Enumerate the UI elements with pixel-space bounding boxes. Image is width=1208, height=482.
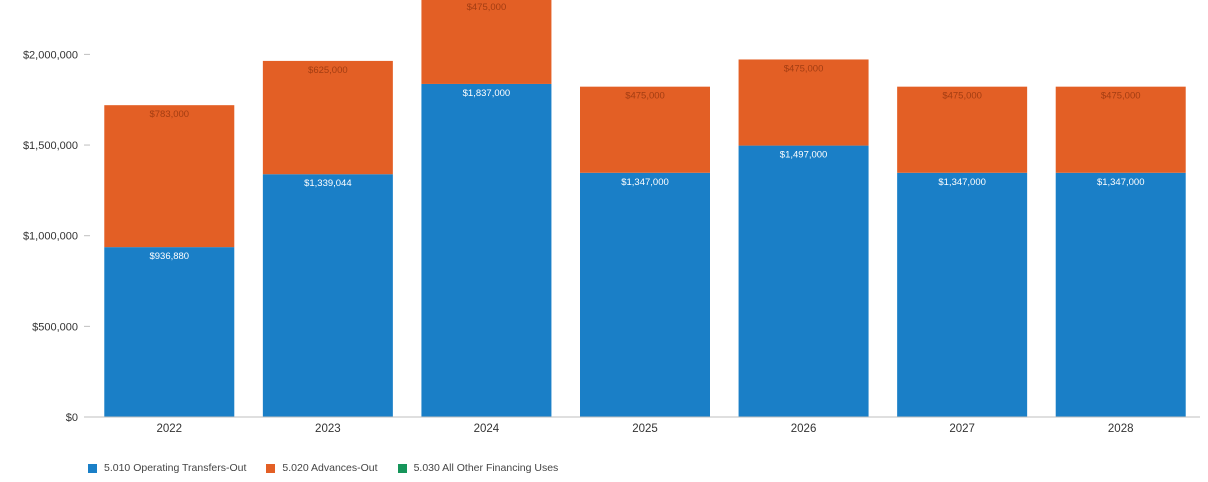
- x-tick-label: 2022: [156, 423, 182, 435]
- x-tick-label: 2028: [1108, 423, 1134, 435]
- bar-data-label: $1,339,044: [304, 178, 352, 189]
- x-tick-label: 2025: [632, 423, 658, 435]
- bar-segment: [262, 60, 393, 175]
- x-tick-label: 2027: [949, 423, 975, 435]
- y-tick-label: $2,000,000: [23, 49, 78, 61]
- y-tick-label: $0: [66, 412, 78, 424]
- bar-data-label: $475,000: [784, 63, 824, 74]
- legend-item[interactable]: 5.020 Advances-Out: [266, 462, 378, 474]
- bar-segment: [421, 0, 552, 84]
- x-axis: 2022 2023 2024 2025 2026 2027 2028: [90, 416, 1200, 435]
- legend-label: 5.010 Operating Transfers-Out: [104, 462, 247, 474]
- bar-segment: [104, 105, 235, 248]
- bar-data-label: $475,000: [942, 91, 982, 102]
- x-tick-label: 2024: [474, 423, 500, 435]
- y-tick-label: $500,000: [32, 321, 78, 333]
- legend-item[interactable]: 5.030 All Other Financing Uses: [397, 462, 559, 474]
- bar-data-label: $475,000: [467, 2, 507, 13]
- bar-segment: [738, 59, 869, 146]
- chart-legend: 5.010 Operating Transfers-Out 5.020 Advan…: [88, 462, 558, 474]
- bar-segment: [897, 86, 1028, 173]
- legend-label: 5.020 Advances-Out: [282, 462, 378, 474]
- bar-segment: [1055, 172, 1186, 417]
- bar-series: $936,880 $783,000 $1,339,044 $625,000 $1,837…: [104, 0, 1186, 418]
- bar-data-label: $783,000: [149, 109, 189, 120]
- stacked-bar-chart: $0 $500,000 $1,000,000 $1,500,000 $2,000,000…: [23, 0, 1200, 435]
- bar-segment: [1055, 86, 1186, 173]
- bar-segment: [897, 172, 1028, 417]
- bar-data-label: $475,000: [625, 91, 665, 102]
- bar-segment: [738, 145, 869, 417]
- legend-label: 5.030 All Other Financing Uses: [413, 462, 559, 474]
- bar-data-label: $1,347,000: [1097, 177, 1145, 188]
- bar-segment: [104, 247, 235, 417]
- x-tick-label: 2026: [791, 423, 817, 435]
- bar-data-label: $936,880: [149, 251, 189, 262]
- bar-segment: [421, 83, 552, 418]
- legend-swatch: [266, 463, 276, 473]
- bar-segment: [580, 172, 710, 417]
- bar-data-label: $1,837,000: [463, 88, 511, 99]
- x-tick-label: 2023: [315, 423, 341, 435]
- bar-data-label: $1,347,000: [621, 177, 669, 188]
- bar-data-label: $1,497,000: [780, 150, 828, 161]
- bar-data-label: $625,000: [308, 65, 348, 76]
- legend-swatch: [397, 463, 407, 473]
- bar-segment: [262, 174, 393, 417]
- y-axis: $0 $500,000 $1,000,000 $1,500,000 $2,000,000: [23, 49, 90, 424]
- y-tick-label: $1,000,000: [23, 231, 78, 243]
- bar-data-label: $1,347,000: [938, 177, 986, 188]
- bar-segment: [580, 86, 710, 173]
- legend-swatch: [88, 463, 97, 473]
- legend-item[interactable]: 5.010 Operating Transfers-Out: [88, 462, 246, 474]
- y-tick-label: $1,500,000: [23, 140, 78, 152]
- bar-data-label: $475,000: [1101, 91, 1141, 102]
